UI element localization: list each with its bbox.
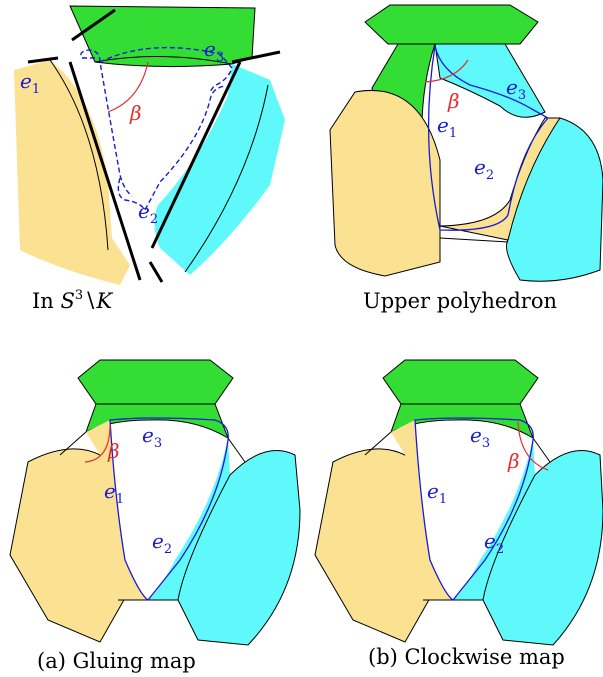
outer-left xyxy=(59,431,87,456)
e2-label: e2 xyxy=(152,529,172,557)
e3-label: e3 xyxy=(142,423,162,451)
green-face xyxy=(69,5,256,68)
blue-boundary xyxy=(109,417,229,601)
beta-curve xyxy=(517,421,549,471)
blue-boundary xyxy=(414,417,534,601)
e2-label: e2 xyxy=(474,155,494,183)
yellow-face-inner xyxy=(86,420,148,600)
outer-left xyxy=(364,431,392,456)
yellow-lobe xyxy=(329,90,441,277)
e3-label: e3 xyxy=(470,423,490,451)
beta-label: β xyxy=(507,449,520,473)
e2-label: e2 xyxy=(484,529,504,557)
outer-right xyxy=(227,437,246,463)
beta-label: β xyxy=(129,101,142,125)
yellow-face xyxy=(14,60,130,285)
cyan-inner-curve xyxy=(184,84,269,273)
edge-e3-path xyxy=(99,46,233,93)
cyan-face-right xyxy=(177,450,301,646)
cyan-band xyxy=(434,43,546,118)
caption-clockwise-map: (b) Clockwise map xyxy=(368,645,565,669)
caption-gluing-map: (a) Gluing map xyxy=(37,649,196,673)
e3-label: e3 xyxy=(506,75,526,103)
beta-label: β xyxy=(447,89,460,113)
knot-strand-tl xyxy=(27,56,59,64)
knot-strand-right xyxy=(150,61,242,249)
knot-strand-top xyxy=(71,8,116,42)
beta-curve xyxy=(84,424,111,463)
knot-strand-tr xyxy=(231,50,281,64)
knot-strand-br xyxy=(148,261,164,283)
panel-gluing-map: β e1 e2 e3 (a) Gluing map xyxy=(9,359,301,673)
blue-boundary xyxy=(427,45,550,231)
e1-label: e1 xyxy=(104,479,124,507)
e1-label: e1 xyxy=(427,479,447,507)
outer-right xyxy=(532,437,551,463)
yellow-face-inner xyxy=(391,420,453,600)
caption-knot-complement: In S3∖K xyxy=(32,288,114,313)
e2-label: e2 xyxy=(138,199,158,227)
beta-curve xyxy=(424,59,469,83)
beta-curve xyxy=(107,61,149,113)
yellow-inner-curve xyxy=(49,59,109,251)
panel-knot-complement: β e1 e2 e3 In S3∖K xyxy=(14,5,285,313)
e3-label: e3 xyxy=(204,37,224,65)
knot-strand-left xyxy=(68,61,142,281)
green-cap xyxy=(364,4,539,45)
e1-label: e1 xyxy=(20,69,40,97)
edge-e1-path xyxy=(80,49,133,197)
cyan-lobe xyxy=(506,117,603,282)
caption-upper-polyhedron: Upper polyhedron xyxy=(363,289,557,313)
green-cap xyxy=(77,359,234,405)
cyan-face xyxy=(154,64,285,275)
panel-upper-polyhedron: β e1 e2 e3 Upper polyhedron xyxy=(329,4,603,313)
bottom-edge xyxy=(439,237,509,243)
beta-label: β xyxy=(107,439,120,463)
edge-e2-path xyxy=(117,85,226,212)
green-inner-curve xyxy=(94,56,233,65)
panel-clockwise-map: β e1 e2 e3 (b) Clockwise map xyxy=(314,359,603,669)
e1-label: e1 xyxy=(437,113,457,141)
green-cap xyxy=(382,359,539,405)
cyan-face-right xyxy=(482,450,603,646)
